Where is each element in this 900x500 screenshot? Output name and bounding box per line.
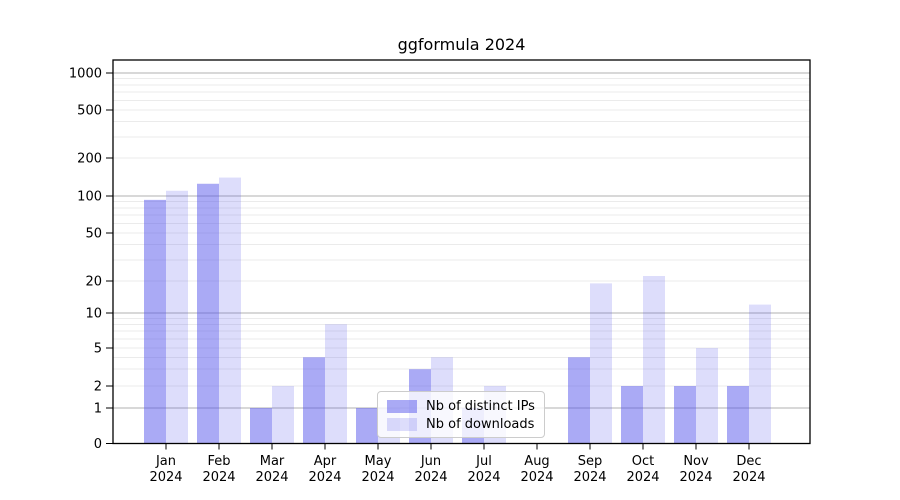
x-tick-label-month: Nov: [683, 454, 709, 469]
bar-distinct-ips: [250, 408, 272, 444]
y-tick-label: 10: [85, 307, 102, 322]
bar-downloads: [643, 276, 665, 444]
x-tick-label-year: 2024: [255, 470, 288, 485]
bar-distinct-ips: [621, 386, 643, 444]
bar-distinct-ips: [197, 183, 219, 444]
y-tick-label: 0: [94, 437, 102, 452]
x-tick-label-month: Jan: [155, 454, 176, 469]
legend: Nb of distinct IPs Nb of downloads: [377, 391, 545, 438]
x-tick-label-year: 2024: [573, 470, 606, 485]
y-tick-label: 2: [94, 380, 102, 395]
x-tick-label-month: Apr: [314, 454, 337, 469]
y-tick-label: 1000: [69, 67, 102, 82]
x-tick-label-year: 2024: [732, 470, 765, 485]
bar-downloads: [272, 386, 294, 444]
y-tick-label: 50: [85, 227, 102, 242]
x-tick-label-month: Mar: [260, 454, 285, 469]
bar-distinct-ips: [356, 408, 378, 444]
y-tick-label: 5: [94, 342, 102, 357]
legend-row-distinct-ips: Nb of distinct IPs: [387, 397, 544, 415]
x-tick-label-year: 2024: [308, 470, 341, 485]
x-tick-label-year: 2024: [202, 470, 235, 485]
chart-title: ggformula 2024: [397, 35, 526, 54]
x-tick-label-month: Jun: [420, 454, 441, 469]
x-tick-label-year: 2024: [361, 470, 394, 485]
x-tick-label-month: Dec: [736, 454, 761, 469]
bar-downloads: [590, 283, 612, 444]
x-tick-label-month: May: [365, 454, 392, 469]
bar-downloads: [325, 324, 347, 444]
x-tick-label-year: 2024: [626, 470, 659, 485]
y-tick-label: 1: [94, 402, 102, 417]
x-tick-label-year: 2024: [520, 470, 553, 485]
legend-swatch-downloads: [387, 417, 417, 431]
x-tick-label-year: 2024: [679, 470, 712, 485]
bar-distinct-ips: [674, 386, 696, 444]
bar-downloads: [749, 304, 771, 444]
x-tick-label-year: 2024: [414, 470, 447, 485]
y-tick-label: 500: [77, 104, 102, 119]
y-tick-label: 100: [77, 190, 102, 205]
legend-swatch-distinct-ips: [387, 399, 417, 413]
bar-distinct-ips: [727, 386, 749, 444]
bar-downloads: [219, 177, 241, 444]
x-tick-label-month: Sep: [578, 454, 603, 469]
legend-label-downloads: Nb of downloads: [426, 416, 535, 432]
x-tick-label-month: Oct: [632, 454, 654, 469]
x-tick-label-year: 2024: [467, 470, 500, 485]
bar-distinct-ips: [144, 199, 166, 444]
y-tick-label: 200: [77, 152, 102, 167]
legend-row-downloads: Nb of downloads: [387, 415, 544, 433]
bar-downloads: [696, 348, 718, 444]
y-tick-label: 20: [85, 275, 102, 290]
plot-border: [112, 59, 811, 445]
x-tick-label-month: Jul: [475, 454, 492, 469]
bar-distinct-ips: [303, 357, 325, 444]
x-tick-label-month: Feb: [207, 454, 230, 469]
x-tick-label-month: Aug: [524, 454, 549, 469]
legend-label-distinct-ips: Nb of distinct IPs: [426, 398, 535, 414]
x-tick-label-year: 2024: [149, 470, 182, 485]
bar-downloads: [166, 190, 188, 444]
bar-distinct-ips: [568, 357, 590, 444]
